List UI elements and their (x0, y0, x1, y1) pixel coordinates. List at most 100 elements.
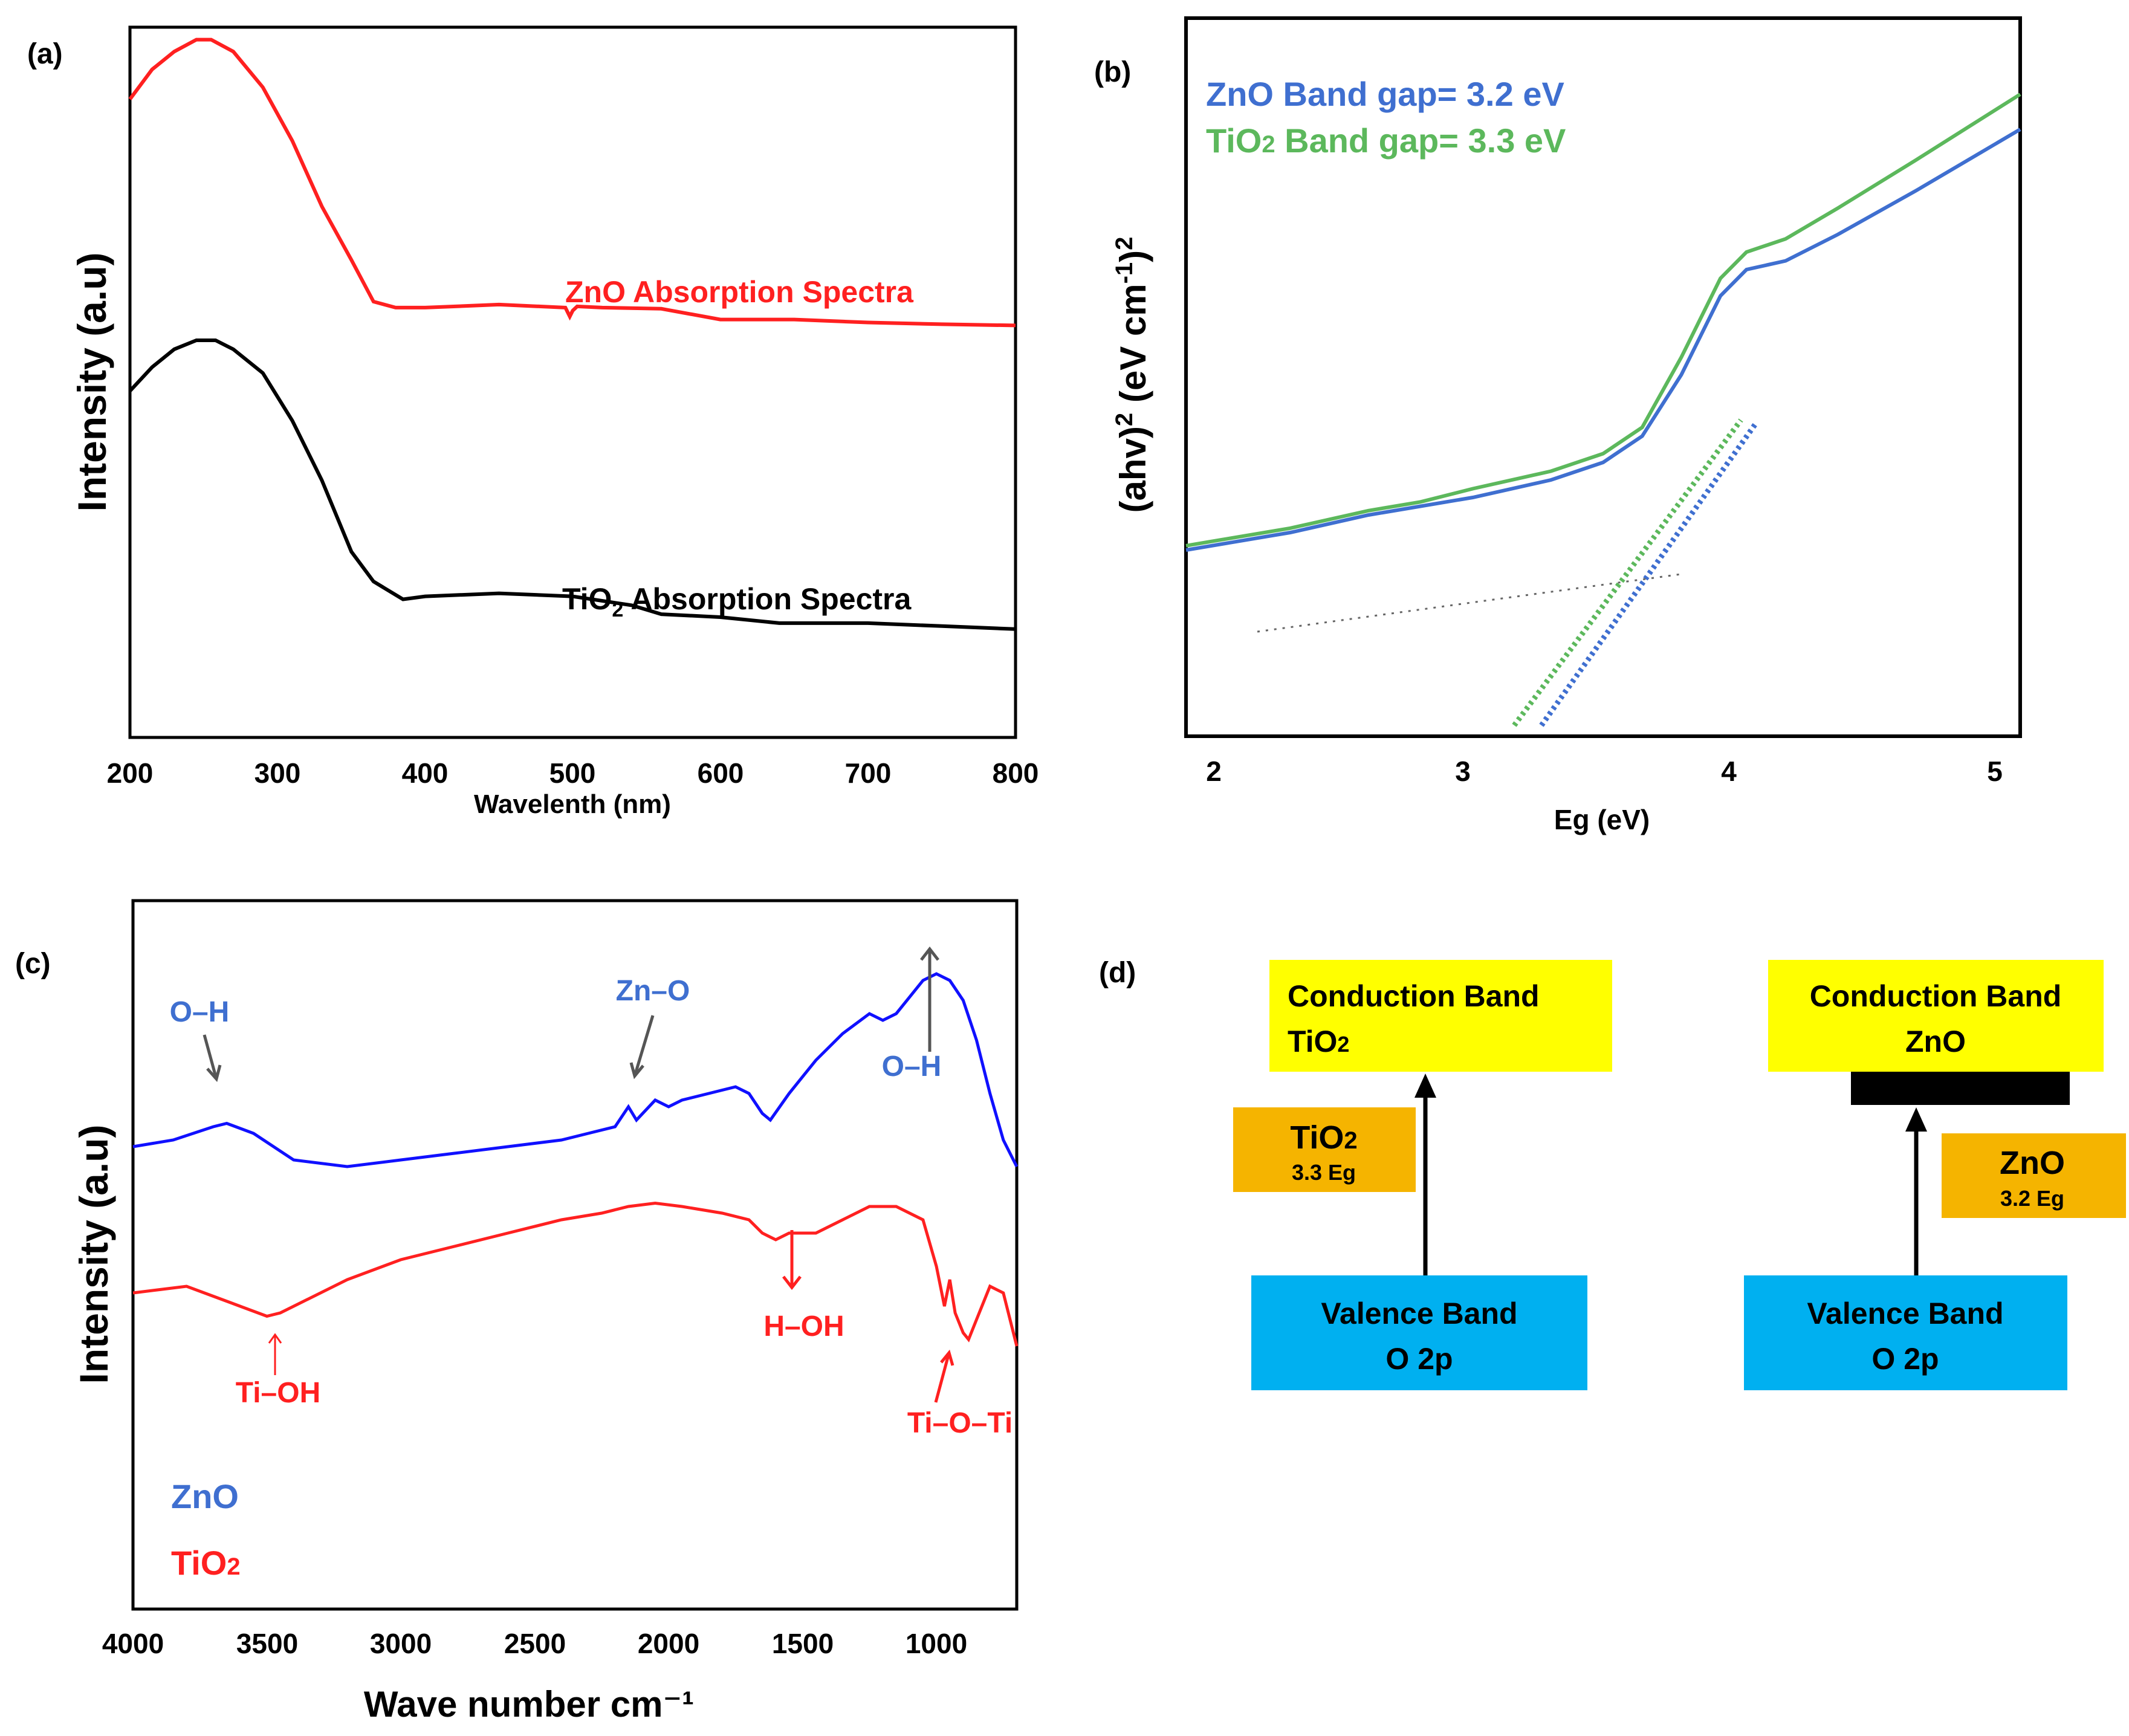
legend-tio2-rest: Band gap= 3.3 eV (1275, 121, 1566, 160)
tio2-conduction-band-material: TiO2 (1288, 1025, 1349, 1058)
arrow-zn-o (633, 1015, 655, 1077)
x-tick-label: 700 (845, 757, 892, 789)
panel-c-tag: (c) (15, 948, 51, 980)
zno-valence-band-label: Valence Band (1807, 1297, 2003, 1330)
zno-absorption-label: ZnO Absorption Spectra (565, 275, 914, 309)
legend-tio2-main: TiO (1206, 121, 1262, 160)
ylabel-main: (ahv) (1113, 426, 1153, 513)
arrowhead-zn-o (629, 1062, 644, 1080)
zno-ftir-line (132, 972, 1019, 1168)
tio2-absorption-label: TiO2 Absorption Spectra (562, 582, 912, 621)
x-tick-label: 400 (402, 757, 449, 789)
tio2-valence-band-orbital: O 2p (1385, 1342, 1453, 1376)
arrowhead-ti-oh (268, 1333, 282, 1344)
x-tick-label: 600 (698, 757, 744, 789)
tio2-bandgap-value: 3.3 Eg (1292, 1160, 1356, 1185)
tio2-bandgap-material: TiO2 (1290, 1119, 1357, 1156)
panel-c-frame (131, 899, 1019, 1611)
panel-b-xticks: 2 3 4 5 (1206, 756, 2003, 787)
tio2-ftir-line (132, 1201, 1019, 1347)
x-tick-label: 500 (549, 757, 596, 789)
tio2-label-sub: 2 (612, 598, 623, 621)
tio2-cb-sub: 2 (1337, 1032, 1349, 1057)
x-tick-label: 200 (107, 757, 154, 789)
annotation-zn-o: Zn–O (616, 975, 690, 1007)
panel-a-xticks: 200 300 400 500 600 700 800 (107, 757, 1039, 789)
panel-a-xlabel: Wavelenth (nm) (474, 789, 671, 819)
tio2-label-rest: Absorption Spectra (623, 582, 912, 616)
x-tick-label: 1000 (906, 1628, 967, 1659)
panel-b-frame (1184, 16, 2022, 738)
zno-valence-band-orbital: O 2p (1871, 1342, 1939, 1376)
panel-d: (d) Conduction Band TiO2 TiO2 3.3 Eg Val… (1099, 957, 2126, 1390)
panel-c: (c) 4000 3500 3000 2500 2000 1500 1000 W… (15, 899, 1019, 1725)
x-tick-label: 4000 (102, 1628, 164, 1659)
zno-absorption-line (128, 37, 1016, 328)
tio2-label-main: TiO (562, 582, 612, 616)
legend-tio2-bandgap: TiO2 Band gap= 3.3 eV (1206, 121, 1566, 160)
x-tick-label: 5 (1987, 756, 2003, 787)
panel-b: (b) 2 3 4 5 Eg (eV) (ahv)2 (eV cm-1)2 Zn… (1094, 16, 2022, 835)
arrowhead-ti-o-ti (940, 1349, 954, 1366)
zno-bandgap-value: 3.2 Eg (2000, 1186, 2064, 1211)
baseline-extrapolation-line (1257, 573, 1681, 633)
panel-c-ylabel: Intensity (a.u) (71, 1124, 116, 1384)
panel-a: (a) 200 300 400 500 600 700 800 Wavelent… (27, 25, 1039, 819)
tio2-conduction-band-label: Conduction Band (1288, 979, 1540, 1013)
zno-defect-level-bar (1851, 1072, 2070, 1105)
x-tick-label: 2 (1206, 756, 1222, 787)
panel-a-tag: (a) (27, 38, 63, 70)
ylabel-sup2: -1 (1111, 262, 1138, 284)
x-tick-label: 3 (1455, 756, 1471, 787)
ylabel-sup1: 2 (1111, 413, 1138, 426)
zno-conduction-band-box (1768, 960, 2104, 1072)
zno-valence-band-box (1744, 1275, 2067, 1390)
arrowhead-h-oh (782, 1275, 802, 1291)
zno-arrowhead (1905, 1107, 1927, 1132)
tio2-tauc-line (1185, 92, 2021, 548)
x-tick-label: 300 (254, 757, 301, 789)
zno-tauc-line (1185, 128, 2021, 552)
ylabel-end: ) (1113, 250, 1153, 262)
annotation-oh-left: O–H (170, 996, 230, 1028)
legend-tio2: TiO2 (171, 1544, 241, 1582)
arrowhead-oh-left (206, 1064, 222, 1083)
tio2-arrowhead (1414, 1074, 1436, 1098)
x-tick-label: 2500 (504, 1628, 566, 1659)
panel-a-frame (128, 25, 1017, 739)
ylabel-mid: (eV cm (1113, 283, 1153, 412)
annotation-oh-right: O–H (882, 1051, 942, 1083)
zno-conduction-band-material: ZnO (1905, 1025, 1966, 1058)
annotation-ti-o-ti: Ti–O–Ti (907, 1407, 1013, 1439)
ylabel-sup3: 2 (1111, 237, 1138, 250)
arrow-oh-left (203, 1034, 218, 1080)
tio2-cb-main: TiO (1288, 1025, 1337, 1058)
tio2-bandgap-box (1233, 1107, 1416, 1192)
annotation-ti-oh: Ti–OH (236, 1377, 320, 1409)
x-tick-label: 2000 (638, 1628, 699, 1659)
panel-a-ylabel: Intensity (a.u) (70, 252, 114, 511)
zno-conduction-band-label: Conduction Band (1810, 979, 2062, 1013)
zno-bandgap-box (1942, 1133, 2126, 1218)
tio2-extrapolation-line (1512, 418, 1743, 727)
x-tick-label: 3000 (370, 1628, 432, 1659)
tio2-absorption-line (128, 338, 1016, 631)
panel-b-xlabel: Eg (eV) (1554, 804, 1650, 835)
zno-extrapolation-line (1539, 421, 1758, 727)
tio2-gap-sub: 2 (1344, 1127, 1357, 1154)
zno-bandgap-material: ZnO (2000, 1145, 2065, 1181)
arrowhead-oh-right (920, 946, 939, 961)
legend-tio2-main: TiO (171, 1544, 227, 1582)
tio2-conduction-band-box (1269, 960, 1612, 1072)
annotation-h-oh: H–OH (763, 1310, 844, 1342)
x-tick-label: 1500 (772, 1628, 834, 1659)
legend-zno-bandgap: ZnO Band gap= 3.2 eV (1206, 75, 1564, 113)
legend-zno: ZnO (171, 1477, 239, 1515)
panel-c-xticks: 4000 3500 3000 2500 2000 1500 1000 (102, 1628, 967, 1659)
panel-b-tag: (b) (1094, 56, 1131, 88)
arrow-ti-o-ti (934, 1352, 951, 1403)
panel-b-ylabel: (ahv)2 (eV cm-1)2 (1111, 237, 1153, 513)
x-tick-label: 800 (993, 757, 1039, 789)
tio2-gap-main: TiO (1290, 1119, 1344, 1156)
